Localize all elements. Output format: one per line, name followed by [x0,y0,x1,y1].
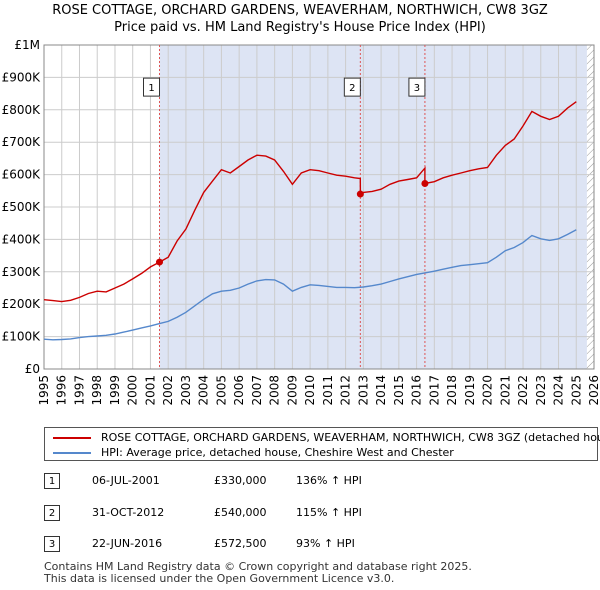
x-tick-label: 2001 [143,375,157,406]
y-tick-label: £100K [2,330,42,344]
y-tick-label: £0 [25,362,40,376]
sale-row: 3 22-JUN-2016 £572,500 93% ↑ HPI [44,536,444,556]
sale-price: £330,000 [214,474,267,487]
y-tick-label: £800K [2,103,42,117]
sale-label-box [408,77,426,97]
x-tick-label: 2010 [303,375,317,406]
x-tick-label: 2002 [161,375,175,406]
sale-point [421,180,429,188]
footer-copyright: Contains HM Land Registry data © Crown c… [44,560,472,573]
x-tick-label: 2005 [214,375,228,406]
sale-row: 1 06-JUL-2001 £330,000 136% ↑ HPI [44,473,444,493]
hpi-line [43,229,577,341]
y-tick-label: £400K [2,232,42,246]
x-tick-label: 2004 [197,375,211,406]
x-tick-label: 2022 [516,375,530,406]
x-tick-label: 2017 [427,375,441,406]
x-tick-label: 2009 [285,375,299,406]
x-tick-label: 1995 [37,375,51,406]
plot-frame [43,44,595,370]
footer-licence: This data is licensed under the Open Gov… [44,572,395,585]
x-tick-label: 2018 [445,375,459,406]
x-tick-label: 2019 [463,375,477,406]
x-tick-label: 2024 [552,375,566,406]
sale-date: 31-OCT-2012 [92,506,165,519]
sale-price: £572,500 [214,537,267,550]
legend: ROSE COTTAGE, ORCHARD GARDENS, WEAVERHAM… [44,427,600,461]
x-tick-label: 2021 [498,375,512,406]
sale-hpi-change: 93% ↑ HPI [296,537,355,550]
x-tick-label: 2008 [268,375,282,406]
chart-title: ROSE COTTAGE, ORCHARD GARDENS, WEAVERHAM… [0,2,600,36]
sale-row: 2 31-OCT-2012 £540,000 115% ↑ HPI [44,505,444,525]
x-tick-label: 2016 [410,375,424,406]
y-tick-label: £700K [2,135,42,149]
x-tick-label: 2000 [126,375,140,406]
x-tick-label: 1996 [55,375,69,406]
x-tick-label: 2015 [392,375,406,406]
legend-label-hpi: HPI: Average price, detached house, Ches… [101,446,454,459]
x-tick-label: 2014 [374,375,388,406]
y-tick-label: £900K [2,70,42,84]
sale-point [356,190,364,198]
sale-hpi-change: 115% ↑ HPI [296,506,362,519]
x-tick-label: 2003 [179,375,193,406]
y-tick-label: £300K [2,265,42,279]
x-tick-label: 2011 [321,375,335,406]
legend-swatch-property [53,437,91,439]
sale-price: £540,000 [214,506,267,519]
sale-label-number: 2 [349,83,355,94]
x-tick-label: 2007 [250,375,264,406]
y-tick-label: £600K [2,168,42,182]
sale-date: 06-JUL-2001 [92,474,160,487]
sale-date: 22-JUN-2016 [92,537,163,550]
y-tick-label: £1M [14,38,40,52]
x-tick-label: 2006 [232,375,246,406]
sale-number-badge: 2 [44,505,60,521]
x-tick-label: 2020 [481,375,495,406]
sale-number-badge: 1 [44,473,60,489]
legend-swatch-hpi [53,452,91,454]
y-tick-label: £200K [2,297,42,311]
chart-title-line2: Price paid vs. HM Land Registry's House … [114,20,486,35]
x-tick-label: 2023 [534,375,548,406]
x-tick-label: 1999 [108,375,122,406]
sale-label-box [143,77,160,97]
sale-hpi-change: 136% ↑ HPI [296,474,362,487]
chart-title-line1: ROSE COTTAGE, ORCHARD GARDENS, WEAVERHAM… [52,3,548,18]
x-tick-label: 2012 [339,375,353,406]
legend-label-property: ROSE COTTAGE, ORCHARD GARDENS, WEAVERHAM… [101,431,600,444]
x-tick-label: 2013 [356,375,370,406]
footer: Contains HM Land Registry data © Crown c… [44,561,472,585]
x-tick-label: 1997 [72,375,86,406]
x-tick-label: 2025 [569,375,583,406]
sale-point [156,258,163,266]
price-chart: £0 £100K £200K £300K £400K £500K £600K £700K £80… [2,38,600,406]
y-tick-label: £500K [2,200,42,214]
sale-label-box [343,77,361,97]
x-tick-label: 2026 [587,375,600,406]
x-tick-label: 1998 [90,375,104,406]
sale-label-number: 1 [148,83,154,94]
sale-label-number: 3 [414,83,420,94]
property-price-line [43,101,577,303]
sale-number-badge: 3 [44,536,60,552]
